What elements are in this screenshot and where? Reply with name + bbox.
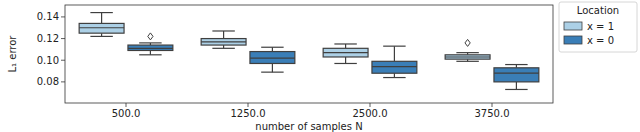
- whisker-lower: [394, 73, 395, 77]
- y-axis-label: L₁ error: [7, 35, 18, 73]
- whisker-cap-lower: [505, 89, 527, 90]
- whisker-cap-upper: [139, 42, 161, 43]
- whisker-lower: [150, 50, 151, 54]
- whisker-cap-lower: [139, 54, 161, 55]
- x-tick-label: 2500.0: [353, 108, 388, 119]
- whisker-lower: [272, 63, 273, 72]
- legend-swatch: [564, 36, 582, 44]
- whisker-upper: [223, 31, 224, 39]
- legend-title: Location: [577, 5, 619, 16]
- legend-swatch: [564, 22, 582, 30]
- y-tick-label: 0.08: [37, 76, 59, 87]
- whisker-cap-lower: [261, 72, 283, 73]
- box: [445, 55, 490, 59]
- x-tick: [370, 103, 371, 107]
- x-tick-label: 3750.0: [475, 108, 510, 119]
- whisker-lower: [345, 57, 346, 63]
- median: [128, 48, 173, 49]
- whisker-cap-upper: [261, 47, 283, 48]
- legend-frame: [559, 2, 637, 52]
- x-tick-label: 500.0: [112, 108, 141, 119]
- legend-label: x = 0: [587, 35, 614, 46]
- median: [79, 27, 124, 28]
- box: [79, 23, 124, 33]
- y-tick-label: 0.10: [37, 55, 59, 66]
- whisker-cap-lower: [90, 36, 112, 37]
- whisker-lower: [516, 82, 517, 90]
- y-tick: [61, 81, 65, 82]
- whisker-cap-upper: [505, 64, 527, 65]
- median: [323, 52, 368, 53]
- whisker-cap-upper: [456, 52, 478, 53]
- whisker-cap-lower: [212, 48, 234, 49]
- median: [372, 66, 417, 67]
- box: [201, 39, 246, 45]
- whisker-upper: [394, 46, 395, 61]
- x-tick: [248, 103, 249, 107]
- median: [250, 57, 295, 58]
- box: [323, 48, 368, 57]
- box: [494, 68, 539, 82]
- y-tick-label: 0.14: [37, 11, 59, 22]
- y-tick: [61, 60, 65, 61]
- x-tick-label: 1250.0: [231, 108, 266, 119]
- median: [201, 41, 246, 42]
- legend-label: x = 1: [587, 21, 614, 32]
- x-axis-label: number of samples N: [255, 121, 362, 132]
- whisker-cap-lower: [456, 61, 478, 62]
- whisker-cap-upper: [334, 43, 356, 44]
- plot-frame: [65, 5, 553, 103]
- x-tick: [492, 103, 493, 107]
- box: [250, 52, 295, 64]
- whisker-cap-upper: [90, 12, 112, 13]
- x-tick: [126, 103, 127, 107]
- y-tick: [61, 16, 65, 17]
- whisker-cap-upper: [383, 46, 405, 47]
- legend: Location x = 1 x = 0: [559, 2, 637, 52]
- median: [494, 73, 539, 74]
- outlier: [465, 39, 470, 46]
- box: [372, 61, 417, 73]
- outlier: [148, 33, 153, 40]
- whisker-cap-upper: [212, 30, 234, 31]
- y-tick-label: 0.12: [37, 33, 59, 44]
- whisker-upper: [101, 13, 102, 24]
- whisker-upper: [345, 44, 346, 48]
- chart: 0.08 0.10 0.12 0.14 500.0 1250.0 2500.0 3750.0 n…: [0, 0, 640, 132]
- plot-marks: [79, 13, 539, 90]
- whisker-cap-lower: [383, 77, 405, 78]
- whisker-cap-lower: [334, 63, 356, 64]
- median: [445, 56, 490, 57]
- box: [128, 45, 173, 50]
- y-tick: [61, 38, 65, 39]
- whisker-upper: [272, 47, 273, 51]
